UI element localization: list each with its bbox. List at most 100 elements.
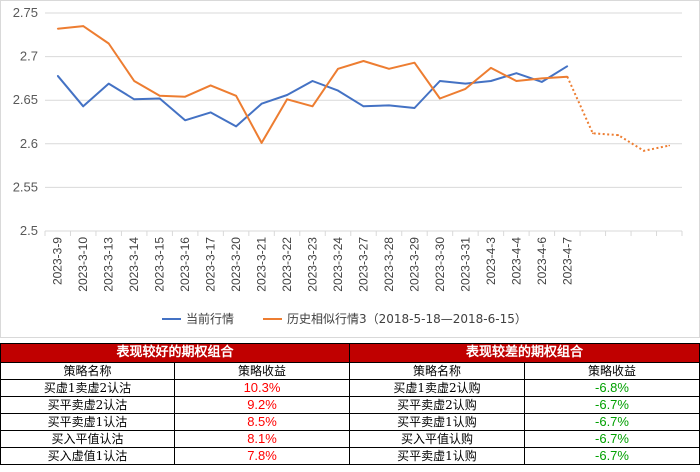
x-tick-label: 2023-3-9 (51, 237, 65, 285)
x-tick-label: 2023-3-15 (153, 237, 167, 292)
data-point (107, 42, 110, 45)
x-tick-label: 2023-3-20 (229, 237, 243, 292)
strategy-return: 9.2% (173, 396, 351, 414)
data-point (490, 80, 492, 82)
data-point (413, 107, 416, 109)
worst-table-body: 策略名称 策略收益 买虚1卖虚2认购 -6.8% 买平卖虚2认购 -6.7% 买平卖虚1… (349, 362, 700, 465)
line-chart: 2.75 2.7 2.65 2.6 2.55 2.5 2023-3-9 2023-3-10 20… (0, 0, 700, 338)
column-header-value: 策略收益 (173, 362, 351, 380)
x-tick-label: 2023-3-30 (433, 237, 447, 292)
data-point (311, 80, 314, 82)
data-point (235, 125, 237, 128)
y-tick-label: 2.5 (20, 223, 38, 238)
data-point (133, 80, 135, 82)
x-tick-label: 2023-3-29 (407, 237, 421, 292)
x-tick-label: 2023-3-14 (127, 237, 141, 292)
strategy-return: 8.5% (173, 413, 351, 431)
table-row: 买平卖虚1认购 -6.7% (349, 413, 700, 431)
projection-point (642, 149, 645, 152)
x-tick-label: 2023-3-24 (331, 237, 345, 292)
x-tick-label: 2023-4-4 (509, 237, 523, 285)
data-point (56, 74, 59, 77)
strategy-name: 买虚1卖虚2认购 (349, 379, 525, 397)
table-row: 买入平值认购 -6.7% (349, 430, 700, 448)
projection-line (566, 76, 670, 152)
x-tick-label: 2023-4-6 (535, 237, 549, 285)
data-point (260, 102, 263, 105)
data-point (158, 95, 161, 97)
strategy-return: -6.7% (523, 413, 700, 431)
y-tick-label: 2.65 (13, 92, 38, 107)
data-point (337, 68, 339, 70)
data-point (56, 27, 59, 30)
column-header-value: 策略收益 (523, 362, 700, 380)
projection-point (668, 144, 671, 147)
data-point (184, 119, 186, 122)
strategy-return: -6.7% (523, 396, 700, 414)
projection-point (617, 134, 620, 136)
data-point (541, 77, 543, 80)
worst-table-title: 表现较差的期权组合 (348, 343, 700, 363)
data-point (566, 65, 569, 67)
y-tick-label: 2.7 (20, 49, 38, 64)
table-row: 买平卖虚1认沽 8.5% (0, 413, 351, 431)
strategy-return: -6.8% (523, 379, 700, 397)
x-tick-label: 2023-3-21 (255, 237, 269, 292)
chart-canvas: 2.75 2.7 2.65 2.6 2.55 2.5 2023-3-9 2023-3-10 20… (0, 0, 700, 338)
data-point (158, 97, 161, 100)
data-point (209, 111, 212, 114)
strategy-name: 买平卖虚1认购 (349, 413, 525, 431)
x-tick-label: 2023-3-13 (102, 237, 116, 292)
data-point (439, 80, 441, 82)
table-row: 买虚1卖虚2认购 -6.8% (349, 379, 700, 397)
strategy-name: 买虚1卖虚2认沽 (0, 379, 175, 397)
data-point (235, 95, 237, 97)
data-point (490, 67, 492, 69)
strategy-return: 7.8% (173, 447, 351, 465)
data-point (311, 105, 314, 108)
data-point (286, 98, 288, 101)
column-header-name: 策略名称 (0, 362, 175, 380)
data-point (337, 89, 339, 92)
data-point (362, 60, 365, 62)
table-row: 买虚1卖虚2认沽 10.3% (0, 379, 351, 397)
strategy-tables: 表现较好的期权组合 策略名称 策略收益 买虚1卖虚2认沽 10.3% 买平卖虚2认沽… (0, 343, 700, 471)
data-point (260, 142, 263, 144)
table-row: 买入虚值1认沽 7.8% (0, 447, 351, 465)
legend-label: 历史相似行情3（2018-5-18—2018-6-15） (287, 312, 527, 326)
table-row: 买入平值认沽 8.1% (0, 430, 351, 448)
x-tick-label: 2023-4-3 (484, 237, 498, 285)
x-tick-label: 2023-4-7 (560, 237, 574, 285)
strategy-return: 8.1% (173, 430, 351, 448)
strategy-name: 买入平值认购 (349, 430, 525, 448)
data-point (286, 94, 288, 96)
y-tick-label: 2.55 (13, 179, 38, 194)
x-tick-label: 2023-3-28 (382, 237, 396, 292)
data-point (413, 61, 416, 64)
series-line-1 (57, 25, 568, 144)
table-row: 买平卖虚2认购 -6.7% (349, 396, 700, 414)
strategy-name: 买平卖虚2认沽 (0, 396, 175, 414)
y-tick-label: 2.75 (13, 5, 38, 20)
data-point (82, 25, 85, 27)
worst-strategies-table: 表现较差的期权组合 策略名称 策略收益 买虚1卖虚2认购 -6.8% 买平卖虚2认购… (348, 343, 700, 465)
legend-label: 当前行情 (186, 311, 234, 326)
data-point (515, 80, 518, 82)
table-row: 买平卖虚1认购 -6.7% (349, 447, 700, 465)
series-line-0 (56, 65, 568, 128)
strategy-return: -6.7% (523, 430, 700, 448)
x-tick-label: 2023-3-16 (178, 237, 192, 292)
data-point (464, 82, 467, 85)
data-point (541, 81, 543, 83)
strategy-name: 买入平值认沽 (0, 430, 175, 448)
data-point (82, 105, 85, 108)
data-point (439, 97, 441, 100)
x-tick-label: 2023-3-10 (76, 237, 90, 292)
best-strategies-table: 表现较好的期权组合 策略名称 策略收益 买虚1卖虚2认沽 10.3% 买平卖虚2认沽… (0, 343, 351, 465)
data-point (388, 104, 390, 107)
x-tick-label: 2023-3-27 (357, 237, 371, 292)
strategy-name: 买平卖虚2认购 (349, 396, 525, 414)
column-header-name: 策略名称 (349, 362, 525, 380)
data-point (107, 82, 110, 85)
projection-point (592, 132, 594, 135)
